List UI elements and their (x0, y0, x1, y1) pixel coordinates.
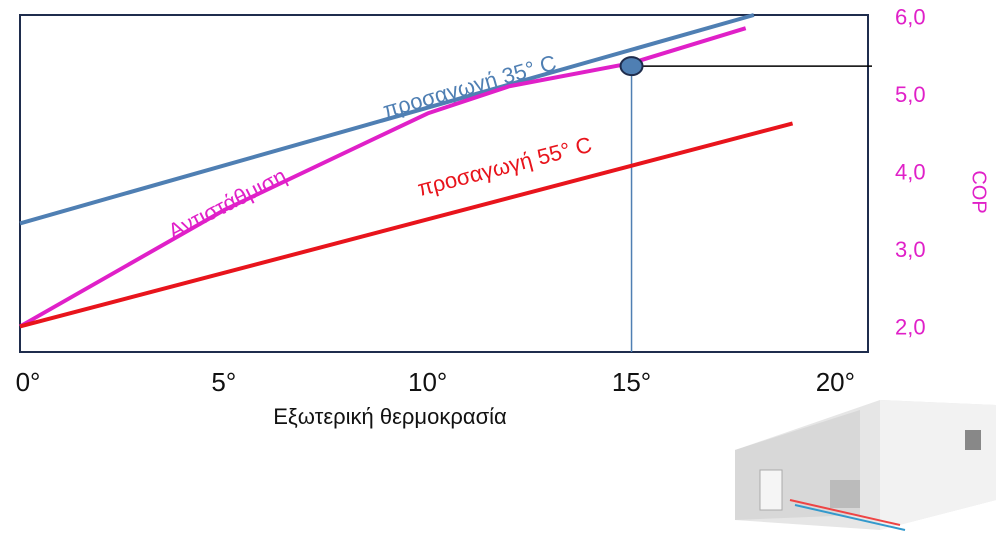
marker-point (619, 56, 644, 77)
x-tick-label: 15° (612, 367, 651, 397)
series-line (19, 121, 794, 329)
x-tick-label: 10° (408, 367, 447, 397)
y-tick-label: 5,0 (895, 82, 926, 107)
x-tick-label: 0° (16, 367, 41, 397)
y-tick-label: 4,0 (895, 160, 926, 185)
y-tick-label: 6,0 (895, 5, 926, 30)
series-label: προσαγωγή 55° C (415, 132, 595, 201)
plot-frame (19, 14, 869, 353)
y-tick-label: 3,0 (895, 237, 926, 262)
house-illustration (735, 400, 996, 531)
series-line (19, 13, 755, 226)
x-tick-label: 20° (816, 367, 855, 397)
y-tick-label: 2,0 (895, 315, 926, 340)
x-tick-label: 5° (211, 367, 236, 397)
x-axis-title: Εξωτερική θερμοκρασία (273, 404, 507, 429)
series-label: προσαγωγή 35° C (380, 50, 559, 123)
y-axis-title: COP (968, 170, 990, 213)
series-line (19, 26, 747, 329)
